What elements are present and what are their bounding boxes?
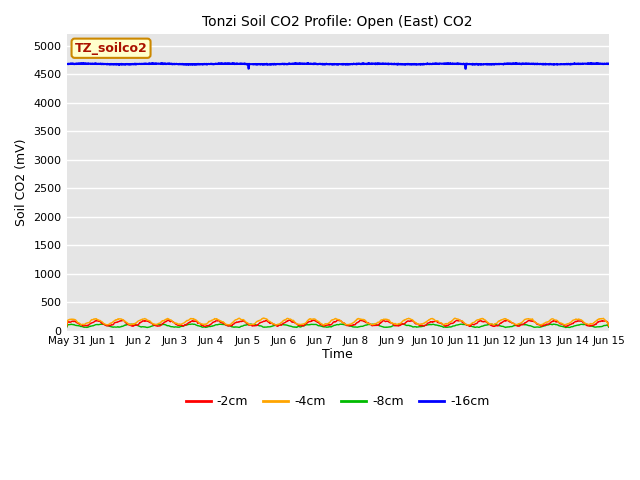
Y-axis label: Soil CO2 (mV): Soil CO2 (mV) bbox=[15, 139, 28, 227]
Title: Tonzi Soil CO2 Profile: Open (East) CO2: Tonzi Soil CO2 Profile: Open (East) CO2 bbox=[202, 15, 473, 29]
Text: TZ_soilco2: TZ_soilco2 bbox=[75, 42, 147, 55]
Legend: -2cm, -4cm, -8cm, -16cm: -2cm, -4cm, -8cm, -16cm bbox=[180, 390, 495, 413]
X-axis label: Time: Time bbox=[322, 348, 353, 361]
